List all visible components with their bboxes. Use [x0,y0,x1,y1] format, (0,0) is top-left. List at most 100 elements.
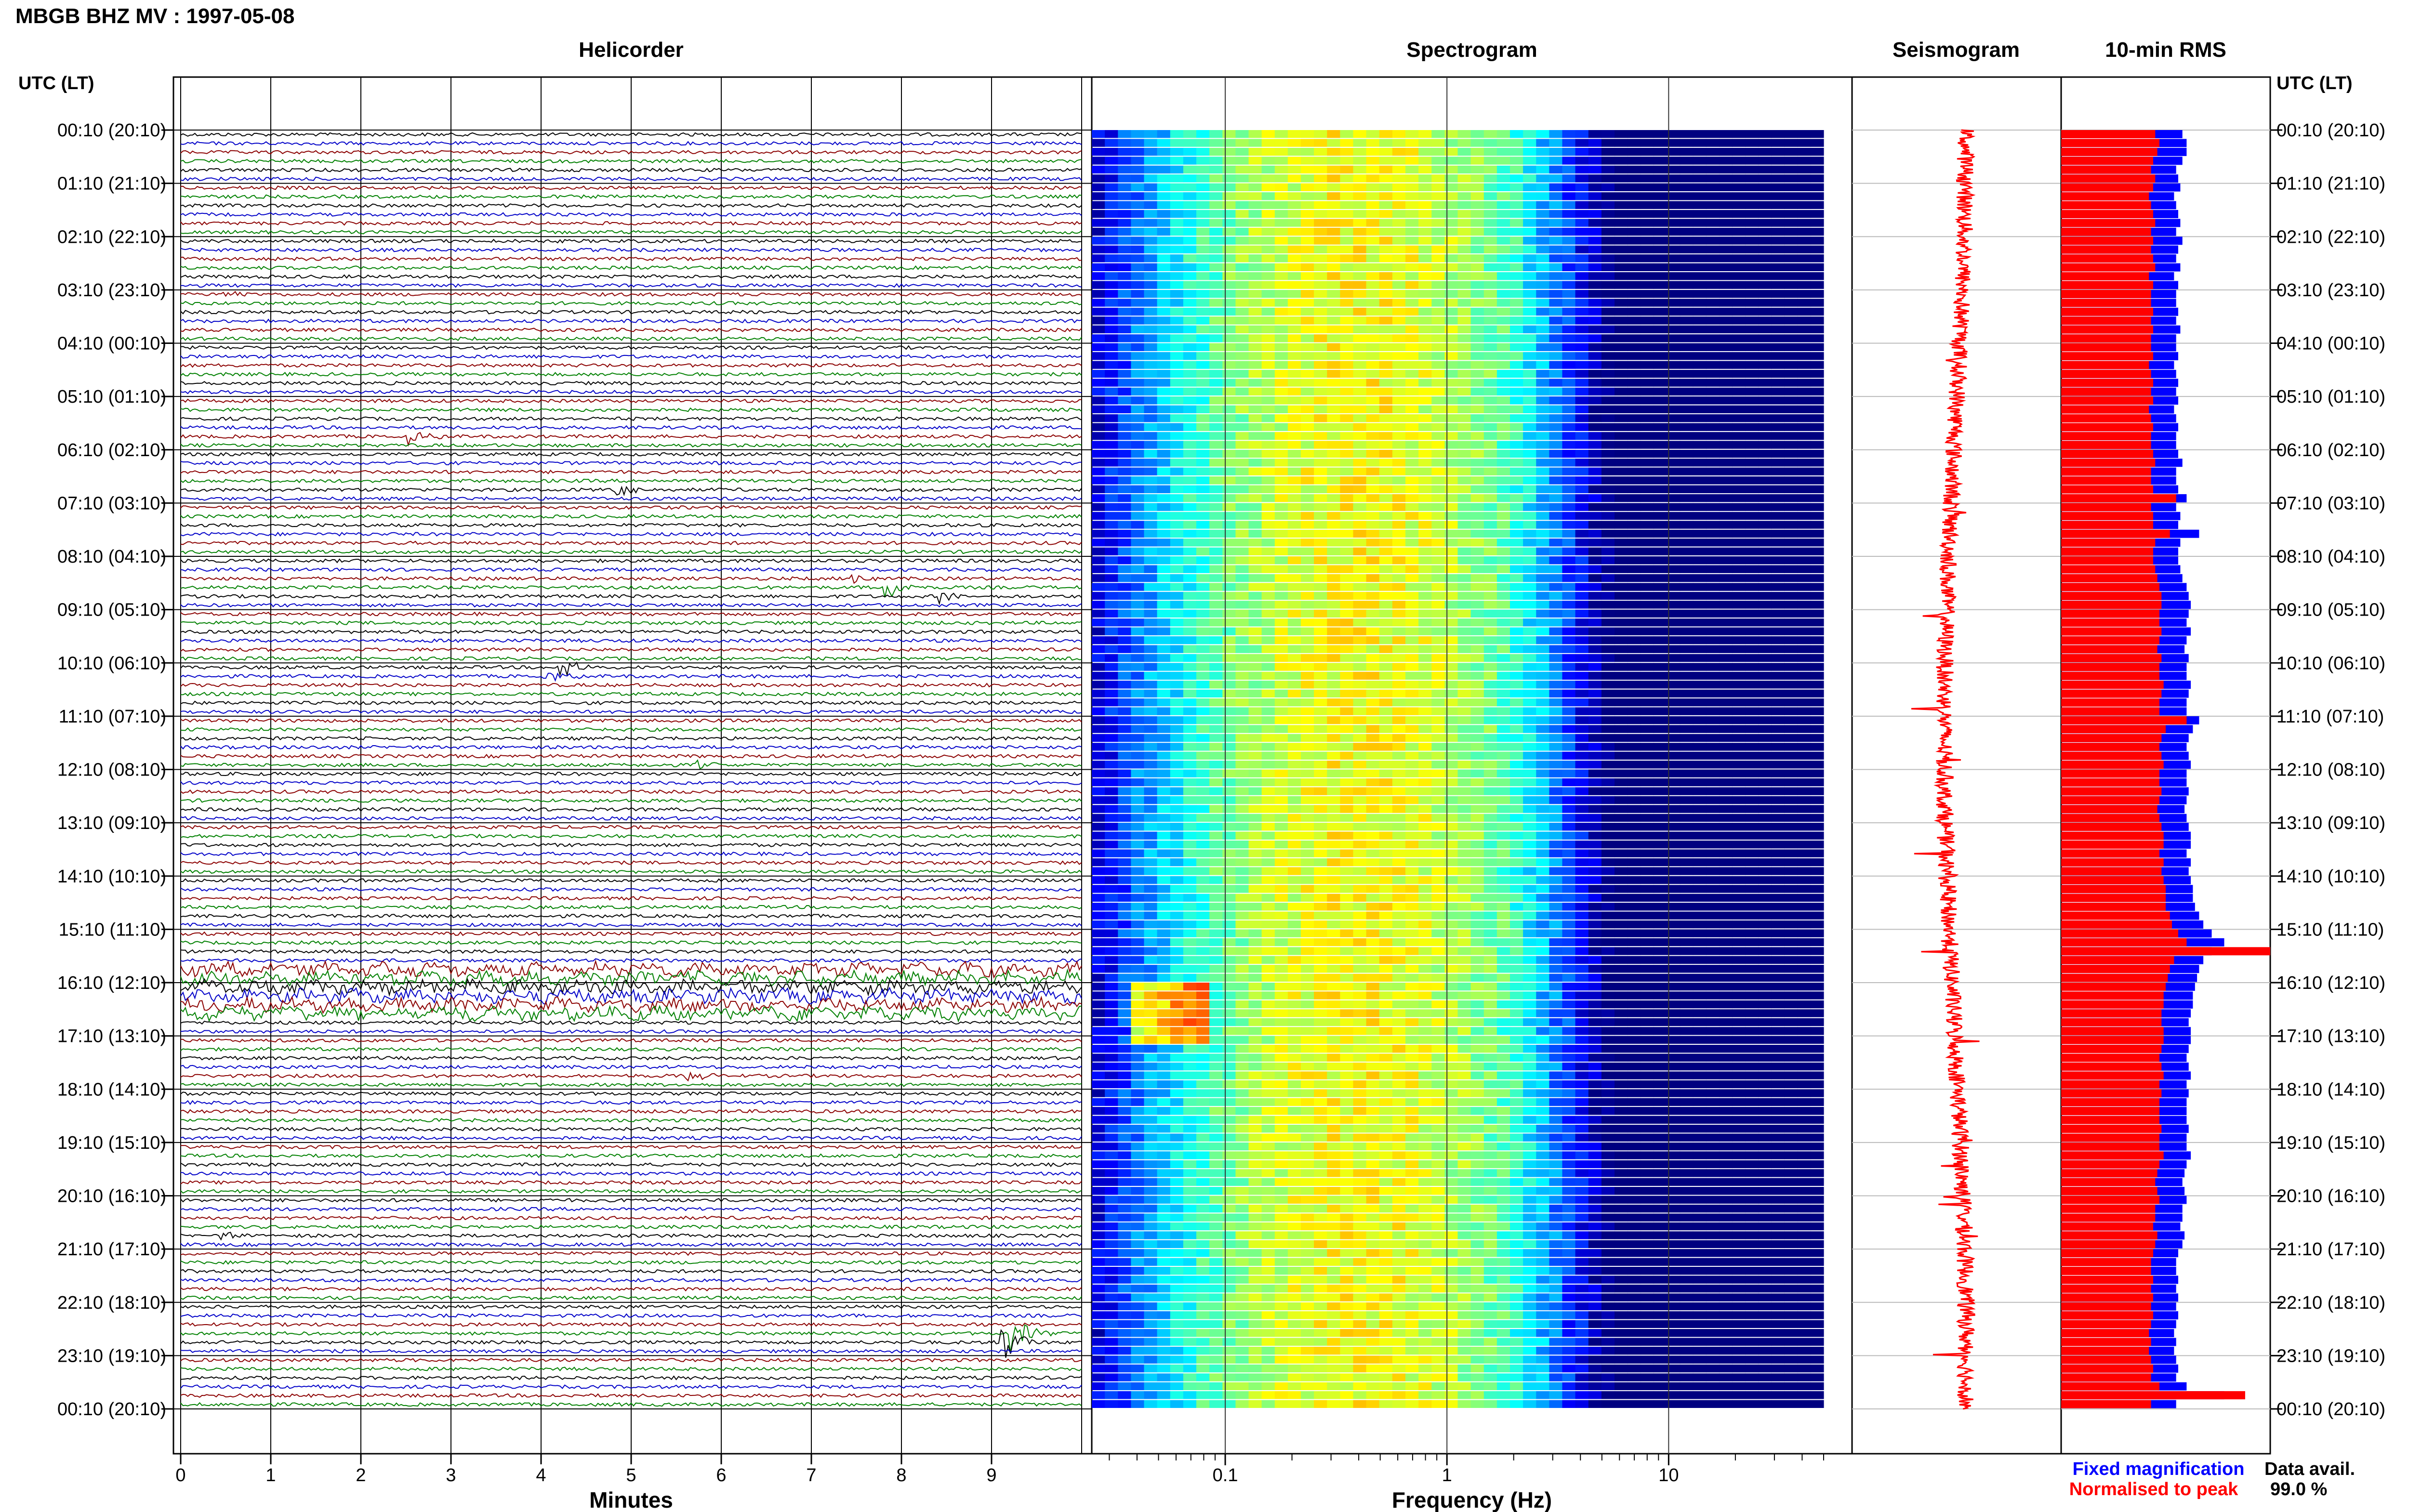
spectrogram-cell [1235,831,1249,840]
spectrogram-cell [1641,369,1654,378]
spectrogram-cell [1693,761,1707,769]
spectrogram-cell [1183,316,1197,325]
spectrogram-cell [1431,663,1445,671]
spectrogram-cell [1405,601,1419,609]
spectrogram-cell [1353,476,1367,485]
spectrogram-cell [1392,601,1406,609]
spectrogram-cell [1483,237,1497,245]
spectrogram-cell [1431,725,1445,733]
spectrogram-cell [1353,769,1367,777]
spectrogram-cell [1457,751,1471,760]
spectrogram-cell [1496,796,1510,804]
spectrogram-cell [1510,663,1523,671]
spectrogram-cell [1732,476,1746,485]
spectrogram-cell [1353,396,1367,405]
spectrogram-cell [1301,725,1314,733]
spectrogram-cell [1222,237,1236,245]
spectrogram-cell [1327,565,1340,573]
spectrogram-cell [1353,369,1367,378]
spectrogram-cell [1588,858,1602,867]
spectrogram-cell [1314,467,1327,475]
spectrogram-cell [1601,609,1615,618]
spectrogram-cell [1118,174,1131,183]
spectrogram-cell [1706,485,1720,493]
spectrogram-cell [1301,841,1314,849]
spectrogram-cell [1654,485,1668,493]
spectrogram-cell [1483,379,1497,387]
spectrogram-cell [1287,325,1301,333]
spectrogram-cell [1248,423,1262,431]
spectrogram-cell [1523,681,1536,689]
spectrogram-cell [1536,849,1549,857]
spectrogram-cell [1810,689,1824,697]
spectrogram-cell [1157,387,1171,396]
spectrogram-cell [1575,689,1589,697]
spectrogram-cell [1496,645,1510,653]
spectrogram-cell [1274,147,1288,156]
spectrogram-cell [1810,307,1824,316]
spectrogram-cell [1157,449,1171,458]
spectrogram-cell [1628,289,1641,298]
spectrogram-cell [1784,734,1798,742]
spectrogram-cell [1575,609,1589,618]
spectrogram-cell [1784,663,1798,671]
spectrogram-cell [1131,387,1145,396]
spectrogram-cell [1444,441,1458,449]
spectrogram-cell [1562,858,1576,867]
spectrogram-cell [1222,192,1236,200]
spectrogram-cell [1092,681,1105,689]
spectrogram-cell [1745,503,1759,511]
spectrogram-cell [1287,174,1301,183]
spectrogram-cell [1732,867,1746,875]
spectrogram-cell [1183,245,1197,254]
spectrogram-cell [1196,761,1210,769]
time-label-right: 12:10 (08:10) [2277,760,2385,780]
spectrogram-cell [1457,823,1471,831]
spectrogram-cell [1470,716,1484,724]
spectrogram-cell [1601,671,1615,680]
spectrogram-cell [1483,147,1497,156]
spectrogram-cell [1392,725,1406,733]
spectrogram-cell [1144,379,1158,387]
spectrogram-cell [1092,503,1105,511]
spectrogram-cell [1693,263,1707,271]
spectrogram-cell [1732,237,1746,245]
spectrogram-cell [1392,539,1406,547]
spectrogram-cell [1470,387,1484,396]
spectrogram-cell [1457,449,1471,458]
spectrogram-cell [1366,769,1380,777]
spectrogram-cell [1301,547,1314,555]
spectrogram-cell [1301,405,1314,413]
spectrogram-cell [1706,556,1720,565]
spectrogram-cell [1183,130,1197,138]
spectrogram-cell [1379,583,1393,591]
spectrogram-cell [1392,609,1406,618]
spectrogram-cell [1601,396,1615,405]
spectrogram-cell [1392,841,1406,849]
spectrogram-cell [1118,618,1131,627]
spectrogram-cell [1118,556,1131,565]
spectrogram-cell [1601,689,1615,697]
spectrogram-cell [1457,867,1471,875]
spectrogram-cell [1496,716,1510,724]
spectrogram-cell [1784,716,1798,724]
spectrogram-cell [1549,814,1563,822]
spectrogram-cell [1810,841,1824,849]
spectrogram-cell [1680,823,1694,831]
spectrogram-cell [1536,183,1549,191]
spectrogram-cell [1470,707,1484,715]
spectrogram-cell [1601,476,1615,485]
spectrogram-cell [1131,263,1145,271]
spectrogram-cell [1510,147,1523,156]
spectrogram-cell [1457,521,1471,529]
spectrogram-cell [1457,503,1471,511]
spectrogram-cell [1510,334,1523,342]
spectrogram-cell [1183,618,1197,627]
spectrogram-cell [1431,503,1445,511]
spectrogram-cell [1105,858,1118,867]
helicorder-trace [180,265,1082,270]
spectrogram-cell [1510,796,1523,804]
spectrogram-cell [1810,245,1824,254]
spectrogram-cell [1784,396,1798,405]
spectrogram-cell [1549,139,1563,147]
